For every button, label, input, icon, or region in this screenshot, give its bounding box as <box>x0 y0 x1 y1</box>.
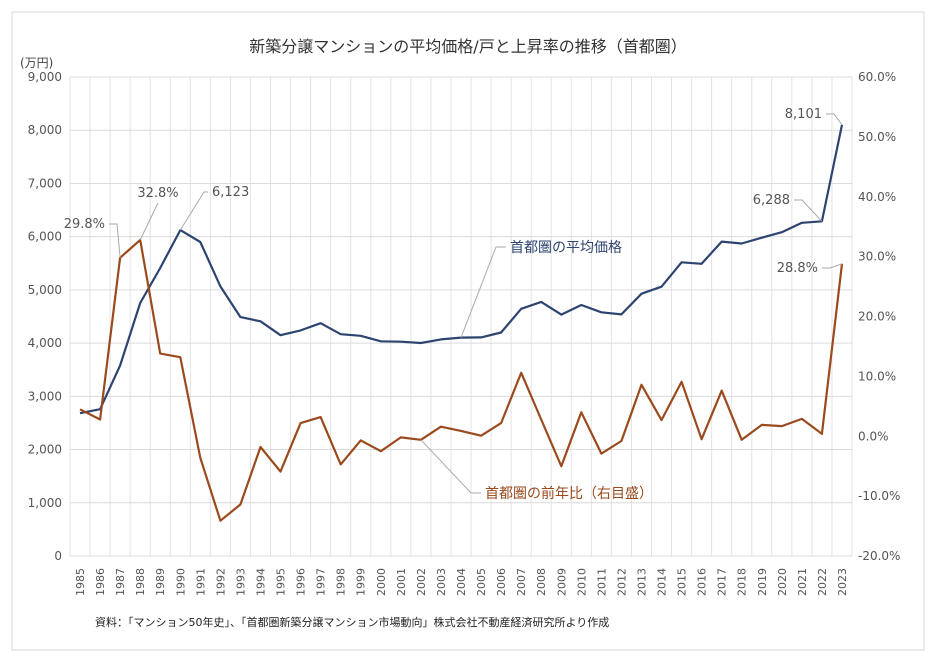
source-note: 資料：「マンション50年史」、「首都圏新築分譲マンション市場動向」株式会社不動産… <box>95 615 609 629</box>
right-axis-tick-label: 40.0% <box>858 190 896 204</box>
left-axis-tick-label: 3,000 <box>28 389 62 403</box>
x-axis-tick-label: 2008 <box>535 568 548 596</box>
x-axis-tick-label: 1994 <box>254 568 267 596</box>
x-axis-tick-label: 1993 <box>234 568 247 596</box>
right-axis-tick-label: -10.0% <box>858 489 900 503</box>
data-label: 6,123 <box>212 185 249 200</box>
x-axis-tick-label: 2016 <box>696 568 709 596</box>
chart-title: 新築分譲マンションの平均価格/戸と上昇率の推移（首都圏） <box>249 37 686 56</box>
data-label: 8,101 <box>785 107 822 122</box>
x-axis-tick-label: 2003 <box>435 568 448 596</box>
x-axis-tick-label: 1989 <box>154 568 167 596</box>
x-axis-tick-label: 1997 <box>315 568 328 596</box>
x-axis-tick-label: 1999 <box>355 568 368 596</box>
x-axis-tick-label: 1985 <box>74 568 87 596</box>
right-axis-tick-label: 10.0% <box>858 369 896 383</box>
x-axis-tick-label: 2019 <box>756 568 769 596</box>
left-axis-tick-label: 6,000 <box>28 230 62 244</box>
x-axis-tick-label: 1988 <box>134 568 147 596</box>
left-axis-tick-label: 8,000 <box>28 123 62 137</box>
x-axis-tick-label: 2002 <box>415 568 428 596</box>
right-axis-tick-label: -20.0% <box>858 549 900 563</box>
x-axis-tick-label: 2010 <box>575 568 588 596</box>
x-axis-tick-label: 2001 <box>395 568 408 596</box>
left-axis-tick-label: 0 <box>54 549 62 563</box>
x-axis-tick-label: 1986 <box>94 568 107 596</box>
x-axis-tick-label: 2023 <box>836 568 849 596</box>
right-axis-tick-label: 0.0% <box>858 429 889 443</box>
x-axis-tick-label: 2009 <box>555 568 568 596</box>
left-axis-tick-label: 2,000 <box>28 443 62 457</box>
x-axis-tick-label: 2011 <box>595 568 608 596</box>
x-axis-tick-label: 2015 <box>676 568 689 596</box>
x-axis-tick-label: 1991 <box>194 568 207 596</box>
x-axis-tick-label: 2018 <box>736 568 749 596</box>
left-axis-tick-label: 9,000 <box>28 70 62 84</box>
series-label-price: 首都圏の平均価格 <box>510 240 622 256</box>
x-axis-tick-label: 1998 <box>335 568 348 596</box>
x-axis-tick-label: 1987 <box>114 568 127 596</box>
x-axis-tick-label: 2006 <box>495 568 508 596</box>
x-axis-tick-label: 1996 <box>295 568 308 596</box>
series-label-yoy: 首都圏の前年比（右目盛） <box>485 485 653 502</box>
right-axis-tick-label: 30.0% <box>858 250 896 264</box>
x-axis-tick-label: 1992 <box>214 568 227 596</box>
left-axis-tick-label: 7,000 <box>28 176 62 190</box>
x-axis-tick-label: 2004 <box>455 568 468 596</box>
x-axis-tick-label: 2017 <box>716 568 729 596</box>
right-axis-tick-label: 20.0% <box>858 310 896 324</box>
left-axis-unit: (万円) <box>20 56 53 70</box>
x-axis-tick-label: 2020 <box>776 568 789 596</box>
data-label: 28.8% <box>777 261 818 276</box>
left-axis-tick-label: 4,000 <box>28 336 62 350</box>
x-axis-tick-label: 2012 <box>615 568 628 596</box>
x-axis-tick-label: 2014 <box>656 568 669 596</box>
right-axis-tick-label: 60.0% <box>858 70 896 84</box>
x-axis-tick-label: 2005 <box>475 568 488 596</box>
x-axis-tick-label: 1995 <box>275 568 288 596</box>
x-axis-tick-label: 2007 <box>515 568 528 596</box>
x-axis-tick-label: 2022 <box>816 568 829 596</box>
x-axis-tick-label: 1990 <box>174 568 187 596</box>
x-axis-tick-label: 2013 <box>635 568 648 596</box>
data-label: 29.8% <box>64 217 105 232</box>
left-axis-tick-label: 1,000 <box>28 496 62 510</box>
data-label: 32.8% <box>137 186 178 201</box>
right-axis-tick-label: 50.0% <box>858 130 896 144</box>
data-label: 6,288 <box>753 193 790 208</box>
x-axis-tick-label: 2021 <box>796 568 809 596</box>
left-axis-tick-label: 5,000 <box>28 283 62 297</box>
x-axis-tick-label: 2000 <box>375 568 388 596</box>
